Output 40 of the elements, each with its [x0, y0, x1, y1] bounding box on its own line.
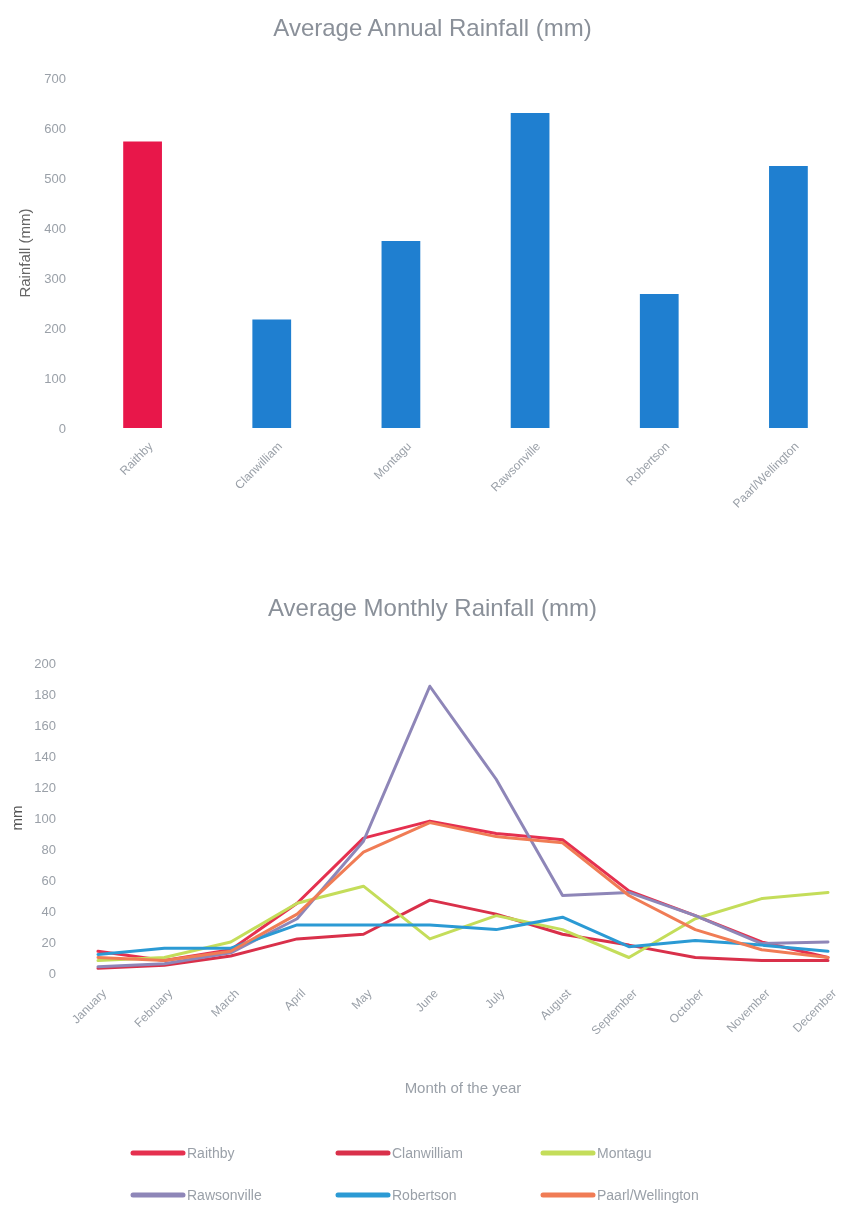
y-axis-title: Rainfall (mm) [16, 208, 33, 298]
y-tick-label: 40 [41, 903, 56, 919]
y-axis-title: mm [8, 805, 25, 831]
bar [381, 241, 421, 428]
y-tick-label: 120 [34, 779, 56, 795]
chart-title: Average Annual Rainfall (mm) [273, 14, 592, 41]
x-tick-label: July [482, 986, 508, 1012]
y-tick-label: 0 [48, 965, 56, 981]
y-tick-label: 600 [44, 120, 66, 136]
bar [123, 141, 162, 428]
bar [769, 166, 808, 428]
y-tick-label: 200 [44, 320, 66, 336]
line-series [96, 915, 830, 956]
legend-label: Clanwilliam [392, 1144, 463, 1161]
legend-label: Robertson [392, 1186, 457, 1203]
y-tick-label: 0 [58, 420, 66, 436]
x-axis-title: Month of the year [404, 1079, 522, 1096]
y-tick-label: 60 [41, 872, 56, 888]
bar [639, 294, 679, 428]
line-series [96, 684, 830, 969]
bar [252, 319, 292, 428]
chart-title: Average Monthly Rainfall (mm) [267, 594, 598, 621]
y-tick-label: 700 [44, 70, 66, 86]
y-tick-label: 20 [41, 934, 56, 950]
y-tick-label: 80 [41, 841, 56, 857]
y-tick-label: 160 [34, 717, 56, 733]
y-tick-label: 400 [44, 220, 66, 236]
y-tick-label: 180 [34, 686, 56, 702]
legend-label: Paarl/Wellington [597, 1186, 699, 1203]
legend-label: Montagu [597, 1144, 652, 1161]
y-tick-label: 200 [34, 655, 56, 671]
legend-label: Raithby [187, 1144, 235, 1161]
x-tick-label: May [348, 986, 375, 1013]
y-tick-label: 140 [34, 748, 56, 764]
bar [510, 113, 550, 428]
y-tick-label: 500 [44, 170, 66, 186]
legend-label: Rawsonville [187, 1186, 262, 1203]
y-tick-label: 100 [34, 810, 56, 826]
y-tick-label: 300 [44, 270, 66, 286]
y-tick-label: 100 [44, 370, 66, 386]
